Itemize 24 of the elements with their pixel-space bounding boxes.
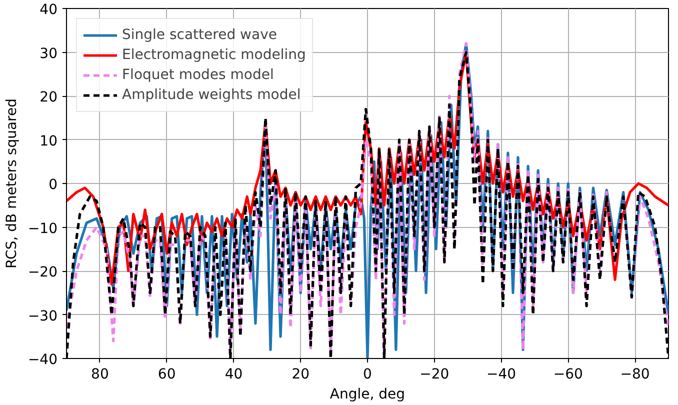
x-tick-label: 0 — [363, 366, 372, 382]
y-tick-label: 40 — [40, 2, 58, 18]
y-tick-label: −30 — [28, 308, 58, 324]
x-axis-title: Angle, deg — [330, 386, 406, 402]
y-axis-title: RCS, dB meters squared — [4, 98, 20, 268]
x-tick-label: −60 — [553, 366, 583, 382]
legend-label: Amplitude weights model — [122, 86, 301, 104]
x-tick-label: −80 — [620, 366, 650, 382]
x-tick-label: 60 — [158, 366, 176, 382]
y-tick-label: 10 — [40, 133, 58, 150]
legend-label: Floquet modes model — [122, 66, 274, 84]
x-tick-label: −40 — [486, 366, 516, 382]
y-tick-label: 30 — [40, 46, 58, 62]
x-tick-label: 80 — [91, 366, 109, 382]
x-tick-label: 40 — [224, 366, 243, 382]
y-tick-label: 0 — [48, 177, 58, 193]
x-tick-label: −20 — [420, 366, 450, 382]
y-tick-label: −10 — [28, 220, 58, 237]
legend-label: Electromagnetic modeling — [122, 46, 306, 64]
legend-label: Single scattered wave — [122, 26, 277, 44]
y-tick-label: 20 — [40, 90, 58, 106]
y-tick-label: −40 — [28, 352, 58, 368]
x-tick-label: 20 — [292, 366, 310, 382]
y-tick-label: −20 — [28, 264, 58, 280]
